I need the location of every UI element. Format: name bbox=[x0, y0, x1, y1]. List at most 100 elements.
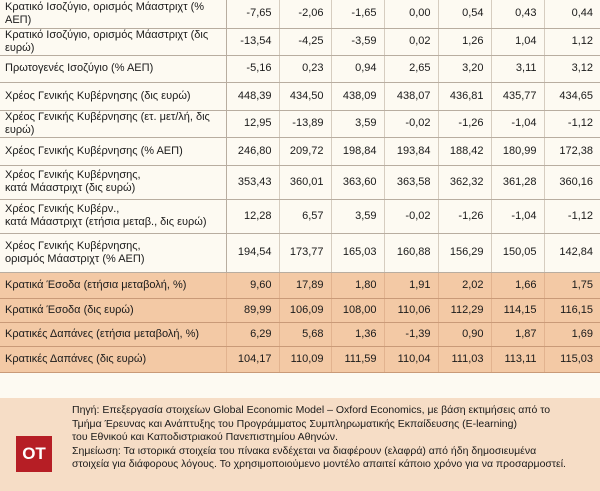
table-cell: 17,89 bbox=[279, 272, 332, 299]
table-row: Κρατικό Ισοζύγιο, ορισμός Μάαστριχτ (δις… bbox=[0, 28, 600, 56]
table-body: Κρατικό Ισοζύγιο, ορισμός Μάαστριχτ (% Α… bbox=[0, 0, 600, 373]
row-label-line: Κρατικές Δαπάνες (ετήσια μεταβολή, %) bbox=[5, 327, 200, 340]
fiscal-data-table: Κρατικό Ισοζύγιο, ορισμός Μάαστριχτ (% Α… bbox=[0, 0, 600, 373]
table-cell: 434,65 bbox=[544, 82, 600, 111]
table-cell: 142,84 bbox=[544, 233, 600, 273]
row-label: Κρατικά Έσοδα (δις ευρώ) bbox=[0, 298, 227, 323]
table-cell: 106,09 bbox=[279, 298, 332, 323]
table-cell: -13,89 bbox=[279, 110, 332, 138]
table-cell: -1,12 bbox=[544, 199, 600, 234]
table-cell: 0,43 bbox=[491, 0, 545, 29]
table-cell: 3,20 bbox=[438, 55, 492, 83]
table-row: Κρατικές Δαπάνες (δις ευρώ) 104,17 110,09 1… bbox=[0, 346, 600, 373]
table-cell: 9,60 bbox=[226, 272, 280, 299]
table-row: Χρέος Γενικής Κυβέρνησης, ορισμός Μάαστρι… bbox=[0, 233, 600, 273]
table-cell: 1,66 bbox=[491, 272, 545, 299]
table-cell: 114,15 bbox=[491, 298, 545, 323]
table-cell: 104,17 bbox=[226, 346, 280, 373]
table-cell: 188,42 bbox=[438, 137, 492, 166]
table-cell: -1,26 bbox=[438, 110, 492, 138]
row-label-line: Κρατικά Έσοδα (ετήσια μεταβολή, %) bbox=[5, 278, 187, 291]
table-cell: 115,03 bbox=[544, 346, 600, 373]
row-label: Χρέος Γενικής Κυβέρνησης (% ΑΕΠ) bbox=[0, 137, 227, 166]
row-label: Κρατικές Δαπάνες (ετήσια μεταβολή, %) bbox=[0, 322, 227, 347]
table-cell: 193,84 bbox=[384, 137, 439, 166]
table-cell: 160,88 bbox=[384, 233, 439, 273]
table-cell: -1,12 bbox=[544, 110, 600, 138]
table-cell: 3,59 bbox=[331, 110, 385, 138]
table-row: Χρέος Γενικής Κυβέρνησης (δις ευρώ) 448,3… bbox=[0, 82, 600, 111]
row-label: Κρατικές Δαπάνες (δις ευρώ) bbox=[0, 346, 227, 373]
table-cell: 438,07 bbox=[384, 82, 439, 111]
table-row: Κρατικά Έσοδα (δις ευρώ) 89,99 106,09 108,0… bbox=[0, 298, 600, 323]
table-cell: 1,12 bbox=[544, 28, 600, 56]
table-cell: 6,29 bbox=[226, 322, 280, 347]
table-cell: -5,16 bbox=[226, 55, 280, 83]
table-row: Κρατικό Ισοζύγιο, ορισμός Μάαστριχτ (% Α… bbox=[0, 0, 600, 29]
row-label-line: Κρατικά Έσοδα (δις ευρώ) bbox=[5, 303, 134, 316]
table-cell: 361,28 bbox=[491, 165, 545, 200]
table-cell: 3,59 bbox=[331, 199, 385, 234]
table-cell: 116,15 bbox=[544, 298, 600, 323]
row-label: Κρατικό Ισοζύγιο, ορισμός Μάαστριχτ (δις… bbox=[0, 28, 227, 56]
table-cell: 6,57 bbox=[279, 199, 332, 234]
table-cell: -1,26 bbox=[438, 199, 492, 234]
table-row: Χρέος Γενικής Κυβέρνησης (% ΑΕΠ) 246,80 20… bbox=[0, 137, 600, 166]
table-cell: 1,80 bbox=[331, 272, 385, 299]
table-cell: -7,65 bbox=[226, 0, 280, 29]
table-cell: -1,04 bbox=[491, 110, 545, 138]
table-cell: 3,12 bbox=[544, 55, 600, 83]
table-cell: -1,39 bbox=[384, 322, 439, 347]
table-cell: 0,23 bbox=[279, 55, 332, 83]
table-cell: 0,54 bbox=[438, 0, 492, 29]
table-cell: 5,68 bbox=[279, 322, 332, 347]
table-cell: -2,06 bbox=[279, 0, 332, 29]
table-cell: 363,58 bbox=[384, 165, 439, 200]
row-label: Χρέος Γενικής Κυβέρνησης, ορισμός Μάαστρι… bbox=[0, 233, 227, 273]
row-label-line: κατά Μάαστριχτ (ετήσια μεταβ., δις ευρώ) bbox=[5, 216, 207, 228]
table-cell: 1,04 bbox=[491, 28, 545, 56]
source-line: Πηγή: Επεξεργασία στοιχείων Global Econo… bbox=[72, 404, 551, 416]
table-cell: 89,99 bbox=[226, 298, 280, 323]
table-cell: 165,03 bbox=[331, 233, 385, 273]
row-label: Κρατικό Ισοζύγιο, ορισμός Μάαστριχτ (% Α… bbox=[0, 0, 227, 29]
table-cell: 1,91 bbox=[384, 272, 439, 299]
table-cell: -13,54 bbox=[226, 28, 280, 56]
table-cell: 246,80 bbox=[226, 137, 280, 166]
source-line: Τμήμα Έρευνας και Ανάπτυξης του Προγράμμ… bbox=[72, 417, 517, 430]
row-label-line: Χρέος Γενικής Κυβέρνησης, bbox=[5, 169, 141, 181]
table-cell: 363,60 bbox=[331, 165, 385, 200]
row-label: Χρέος Γενικής Κυβέρν., κατά Μάαστριχτ (ετ… bbox=[0, 199, 227, 234]
table-cell: 0,00 bbox=[384, 0, 439, 29]
table-cell: 2,65 bbox=[384, 55, 439, 83]
table-cell: 12,95 bbox=[226, 110, 280, 138]
row-label-line: κατά Μάαστριχτ (δις ευρώ) bbox=[5, 182, 136, 194]
table-cell: 353,43 bbox=[226, 165, 280, 200]
table-cell: 0,44 bbox=[544, 0, 600, 29]
table-cell: 209,72 bbox=[279, 137, 332, 166]
table-row: Κρατικά Έσοδα (ετήσια μεταβολή, %) 9,60 17… bbox=[0, 272, 600, 299]
row-label-line: Χρέος Γενικής Κυβέρνησης, bbox=[5, 239, 141, 252]
table-cell: 436,81 bbox=[438, 82, 492, 111]
table-row: Χρέος Γενικής Κυβέρνησης (ετ. μετ/λή, δι… bbox=[0, 110, 600, 138]
row-label: Χρέος Γενικής Κυβέρνησης (ετ. μετ/λή, δι… bbox=[0, 110, 227, 138]
table-cell: 360,01 bbox=[279, 165, 332, 200]
table-cell: 360,16 bbox=[544, 165, 600, 200]
table-cell: 110,04 bbox=[384, 346, 439, 373]
row-label-line: Χρέος Γενικής Κυβέρνησης (% ΑΕΠ) bbox=[5, 144, 183, 157]
table-cell: 172,38 bbox=[544, 137, 600, 166]
table-cell: 1,69 bbox=[544, 322, 600, 347]
table-cell: 194,54 bbox=[226, 233, 280, 273]
table-cell: 110,06 bbox=[384, 298, 439, 323]
table-cell: 1,87 bbox=[491, 322, 545, 347]
table-cell: 198,84 bbox=[331, 137, 385, 166]
table-cell: 0,02 bbox=[384, 28, 439, 56]
table-cell: 180,99 bbox=[491, 137, 545, 166]
table-cell: 156,29 bbox=[438, 233, 492, 273]
table-cell: 112,29 bbox=[438, 298, 492, 323]
table-cell: -0,02 bbox=[384, 110, 439, 138]
table-row: Χρέος Γενικής Κυβέρνησης, κατά Μάαστριχτ … bbox=[0, 165, 600, 200]
row-label-line: Κρατικό Ισοζύγιο, ορισμός Μάαστριχτ (δις… bbox=[5, 28, 209, 54]
table-cell: 434,50 bbox=[279, 82, 332, 111]
row-label-line: Κρατικές Δαπάνες (δις ευρώ) bbox=[5, 352, 147, 365]
